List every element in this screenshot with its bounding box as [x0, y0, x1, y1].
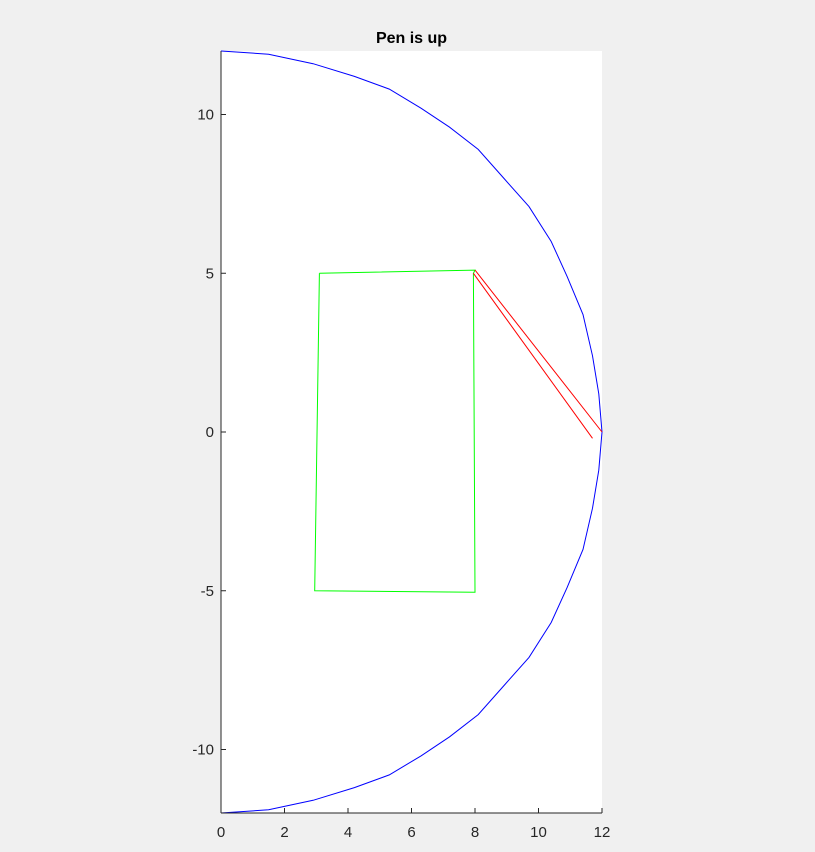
x-tick-label: 6 — [407, 824, 415, 841]
y-tick-label: -5 — [201, 583, 214, 600]
y-tick-label: 5 — [206, 265, 214, 282]
y-tick-label: -10 — [192, 742, 214, 759]
x-tick-label: 12 — [594, 824, 611, 841]
x-tick-label: 0 — [217, 824, 225, 841]
y-tick-label: 0 — [206, 424, 214, 441]
x-tick-label: 4 — [344, 824, 352, 841]
series-line-4 — [472, 273, 593, 439]
x-tick-label: 8 — [471, 824, 479, 841]
series-layer — [220, 50, 603, 814]
tick-layer: 0 2 4 6 8 10 12 -10 -5 0 5 10 — [192, 107, 610, 842]
x-tick-label: 2 — [280, 824, 288, 841]
series-line-3 — [474, 269, 603, 433]
axes-background — [221, 51, 602, 813]
x-tick-label: 10 — [530, 824, 547, 841]
series-line-2 — [314, 269, 476, 593]
y-tick-label: 10 — [197, 107, 214, 124]
chart-title: Pen is up — [376, 30, 447, 47]
